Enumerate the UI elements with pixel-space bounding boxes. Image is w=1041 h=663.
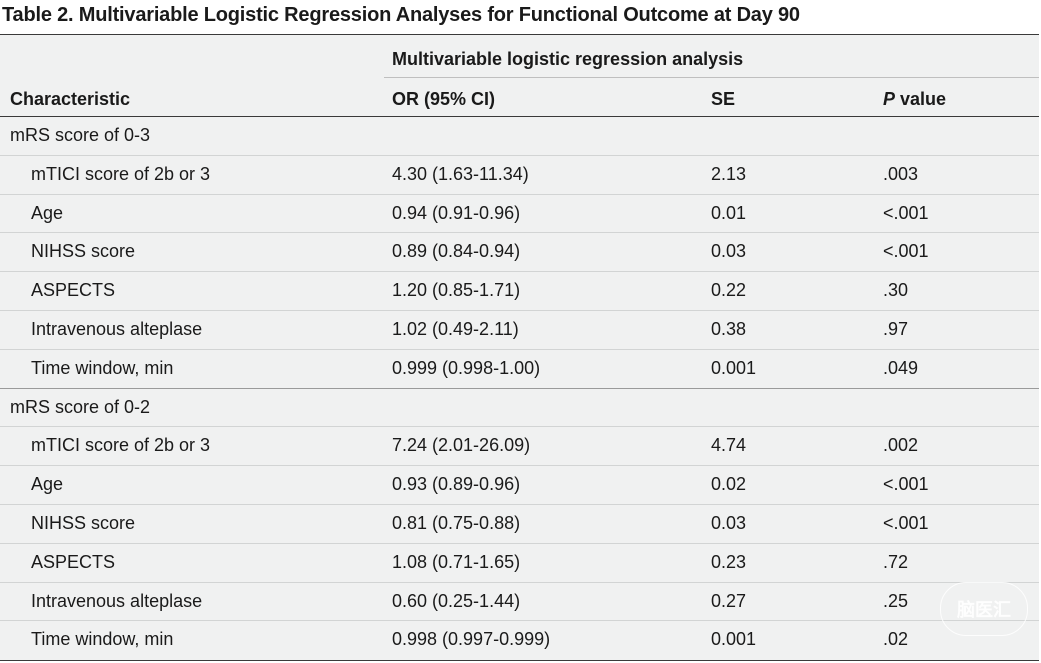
table-row: Intravenous alteplase 1.02 (0.49-2.11) 0… (0, 311, 1039, 350)
row-or: 0.89 (0.84-0.94) (392, 241, 521, 262)
row-or: 4.30 (1.63-11.34) (392, 163, 529, 184)
row-se: 0.001 (711, 357, 757, 378)
table-row: Time window, min 0.998 (0.997-0.999) 0.0… (0, 621, 1039, 660)
row-p: <.001 (883, 512, 929, 533)
regression-table: Multivariable logistic regression analys… (0, 34, 1039, 661)
row-or: 0.60 (0.25-1.44) (392, 590, 521, 611)
row-p: <.001 (883, 241, 929, 262)
row-se: 0.27 (711, 590, 747, 611)
table-row: NIHSS score 0.81 (0.75-0.88) 0.03 <.001 (0, 505, 1039, 544)
row-se: 4.74 (711, 435, 747, 456)
row-characteristic: NIHSS score (31, 512, 136, 533)
header-rule (0, 116, 1039, 117)
row-characteristic: ASPECTS (31, 280, 116, 301)
table-row: NIHSS score 0.89 (0.84-0.94) 0.03 <.001 (0, 233, 1039, 273)
header-spanner-rule (384, 77, 1039, 78)
row-or: 7.24 (2.01-26.09) (392, 435, 531, 456)
row-or: 0.998 (0.997-0.999) (392, 629, 551, 650)
row-p: .30 (883, 280, 909, 301)
row-se: 0.03 (711, 512, 747, 533)
row-p: .003 (883, 163, 919, 184)
table-row: Age 0.94 (0.91-0.96) 0.01 <.001 (0, 195, 1039, 234)
header-spanner: Multivariable logistic regression analys… (392, 49, 744, 69)
row-se: 0.001 (711, 629, 757, 650)
row-or: 1.20 (0.85-1.71) (392, 280, 521, 301)
row-se: 0.23 (711, 551, 747, 572)
row-characteristic: Time window, min (31, 357, 174, 378)
row-characteristic: Time window, min (31, 629, 174, 650)
header-se: SE (711, 89, 736, 109)
row-characteristic: Age (31, 474, 64, 495)
row-characteristic: Age (31, 202, 64, 223)
row-characteristic: mTICI score of 2b or 3 (31, 163, 211, 184)
table-body: mRS score of 0-3 mTICI score of 2b or 3 … (0, 117, 1039, 660)
group-label: mRS score of 0-2 (10, 396, 151, 417)
table-row: Age 0.93 (0.89-0.96) 0.02 <.001 (0, 466, 1039, 505)
row-se: 0.01 (711, 202, 747, 223)
row-se: 0.03 (711, 241, 747, 262)
row-p: .002 (883, 435, 919, 456)
table-title: Table 2. Multivariable Logistic Regressi… (2, 4, 800, 26)
row-or: 0.93 (0.89-0.96) (392, 474, 521, 495)
row-p: .02 (883, 629, 909, 650)
row-se: 0.02 (711, 474, 747, 495)
row-characteristic: NIHSS score (31, 241, 136, 262)
row-p: .25 (883, 590, 909, 611)
table-row: mTICI score of 2b or 3 7.24 (2.01-26.09)… (0, 427, 1039, 467)
table-row: mTICI score of 2b or 3 4.30 (1.63-11.34)… (0, 156, 1039, 195)
row-or: 0.999 (0.998-1.00) (392, 357, 541, 378)
group-row: mRS score of 0-2 (0, 389, 1039, 428)
group-row: mRS score of 0-3 (0, 117, 1039, 156)
table-row: Time window, min 0.999 (0.998-1.00) 0.00… (0, 350, 1039, 389)
row-p: <.001 (883, 474, 929, 495)
header-characteristic: Characteristic (10, 89, 131, 109)
row-p: .049 (883, 357, 919, 378)
row-p: <.001 (883, 202, 929, 223)
watermark-logo: 脑医汇 (940, 582, 1028, 636)
header-or: OR (95% CI) (392, 89, 496, 109)
row-or: 1.02 (0.49-2.11) (392, 318, 519, 339)
row-characteristic: Intravenous alteplase (31, 318, 203, 339)
row-characteristic: ASPECTS (31, 551, 116, 572)
header-p-word: value (895, 89, 947, 109)
header-p-value: P value (883, 89, 946, 110)
row-characteristic: Intravenous alteplase (31, 590, 203, 611)
row-or: 1.08 (0.71-1.65) (392, 551, 521, 572)
row-se: 0.22 (711, 280, 747, 301)
header-p-letter: P (883, 89, 896, 109)
group-label: mRS score of 0-3 (10, 125, 151, 145)
table-row: Intravenous alteplase 0.60 (0.25-1.44) 0… (0, 583, 1039, 622)
table-row: ASPECTS 1.08 (0.71-1.65) 0.23 .72 (0, 544, 1039, 583)
table-row: ASPECTS 1.20 (0.85-1.71) 0.22 .30 (0, 272, 1039, 311)
row-or: 0.81 (0.75-0.88) (392, 512, 521, 533)
row-se: 0.38 (711, 318, 747, 339)
row-se: 2.13 (711, 163, 747, 184)
row-p: .97 (883, 318, 909, 339)
row-p: .72 (883, 551, 909, 572)
row-or: 0.94 (0.91-0.96) (392, 202, 521, 223)
row-characteristic: mTICI score of 2b or 3 (31, 435, 211, 456)
